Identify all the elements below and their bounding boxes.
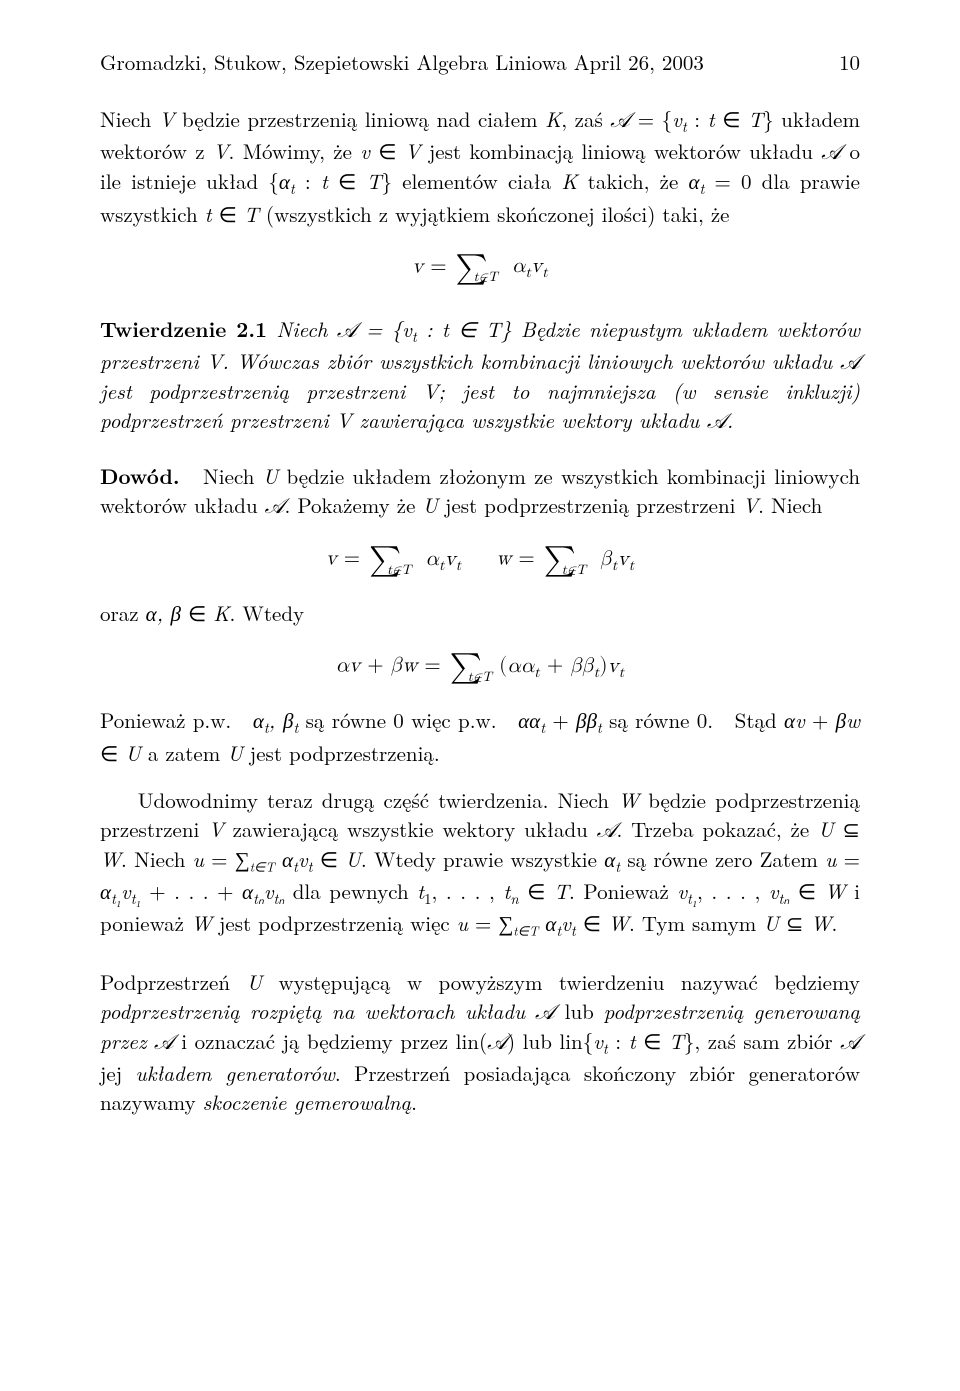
running-header: Gromadzki, Stukow, Szepietowski Algebra … (100, 48, 860, 77)
paragraph-final: Podprzestrzeń U występującą w powyższym … (100, 968, 860, 1117)
equation-3: αv + βw = ∑t∈T (ααt + ββt)vt (100, 646, 860, 688)
proof-p1: Dowód. Niech U będzie układem złożonym z… (100, 462, 860, 521)
proof-p4: Udowodnimy teraz drugą część twierdzenia… (100, 786, 860, 942)
proof-p3: Ponieważ p.w. αt, βt są równe 0 więc p.w… (100, 706, 860, 767)
paragraph-intro: Niech V będzie przestrzenią liniową nad … (100, 105, 860, 229)
page-number: 10 (839, 48, 860, 77)
header-left: Gromadzki, Stukow, Szepietowski Algebra … (100, 48, 704, 77)
proof-label: Dowód. (100, 461, 180, 491)
equation-1: v = ∑t∈T αtvt (100, 247, 860, 289)
page: Gromadzki, Stukow, Szepietowski Algebra … (0, 0, 960, 1391)
equation-2: v = ∑t∈T αtvt w = ∑t∈T βtvt (100, 539, 860, 581)
theorem-2-1: Twierdzenie 2.1 Niech 𝒜 = {vt : t ∈ T} B… (100, 315, 860, 436)
theorem-label: Twierdzenie 2.1 (100, 314, 267, 344)
proof-p2: oraz α, β ∈ K. Wtedy (100, 599, 860, 628)
